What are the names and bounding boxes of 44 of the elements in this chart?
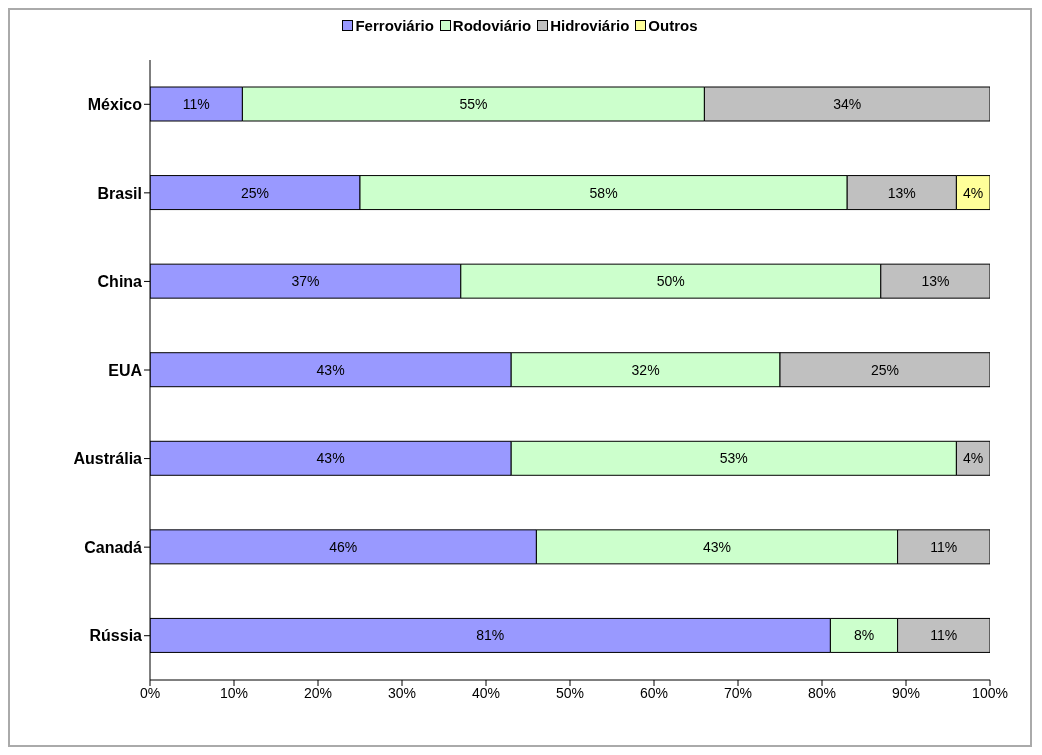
x-tick-label: 40% bbox=[471, 684, 501, 701]
data-label: 32% bbox=[631, 361, 660, 378]
data-label: 25% bbox=[240, 184, 270, 201]
data-label: 25% bbox=[870, 361, 900, 378]
data-label: 58% bbox=[589, 184, 618, 201]
x-tick-label: 80% bbox=[807, 684, 837, 701]
y-tick-label: EUA bbox=[108, 361, 143, 379]
data-label: 4% bbox=[963, 450, 984, 467]
y-tick-label: Canadá bbox=[84, 538, 143, 556]
x-tick-label: 30% bbox=[387, 684, 417, 701]
data-label: 43% bbox=[702, 538, 732, 555]
data-label: 8% bbox=[853, 627, 875, 644]
x-tick-label: 20% bbox=[303, 684, 333, 701]
y-tick-label: México bbox=[87, 95, 143, 113]
y-tick-label: Brasil bbox=[97, 184, 142, 202]
data-label: 55% bbox=[459, 96, 488, 112]
data-label: 11% bbox=[930, 627, 958, 644]
x-tick-label: 100% bbox=[972, 684, 1008, 701]
x-tick-label: 50% bbox=[555, 684, 585, 701]
data-label: 37% bbox=[291, 273, 320, 290]
x-tick-label: 10% bbox=[219, 684, 249, 701]
data-label: 46% bbox=[329, 538, 358, 555]
legend-label: Outros bbox=[647, 16, 698, 34]
data-label: 11% bbox=[182, 96, 210, 112]
x-tick-label: 60% bbox=[639, 684, 669, 701]
data-label: 11% bbox=[930, 538, 958, 555]
x-tick-label: 90% bbox=[891, 684, 921, 701]
y-tick-label: Austrália bbox=[73, 450, 143, 468]
data-label: 81% bbox=[476, 627, 505, 644]
data-label: 34% bbox=[833, 96, 862, 112]
data-label: 13% bbox=[921, 273, 950, 290]
y-tick-label: Rússia bbox=[89, 627, 143, 645]
legend-label: Hidroviário bbox=[549, 16, 630, 34]
y-tick-label: China bbox=[97, 273, 143, 291]
data-label: 43% bbox=[316, 361, 345, 378]
data-label: 13% bbox=[887, 184, 916, 201]
data-label: 53% bbox=[719, 450, 748, 467]
data-label: 4% bbox=[963, 184, 984, 201]
legend-label: Rodoviário bbox=[451, 16, 532, 34]
x-tick-label: 70% bbox=[723, 684, 753, 701]
data-label: 43% bbox=[316, 450, 345, 467]
legend-label: Ferroviário bbox=[354, 16, 434, 34]
x-tick-label: 0% bbox=[139, 684, 161, 701]
data-label: 50% bbox=[656, 273, 685, 290]
